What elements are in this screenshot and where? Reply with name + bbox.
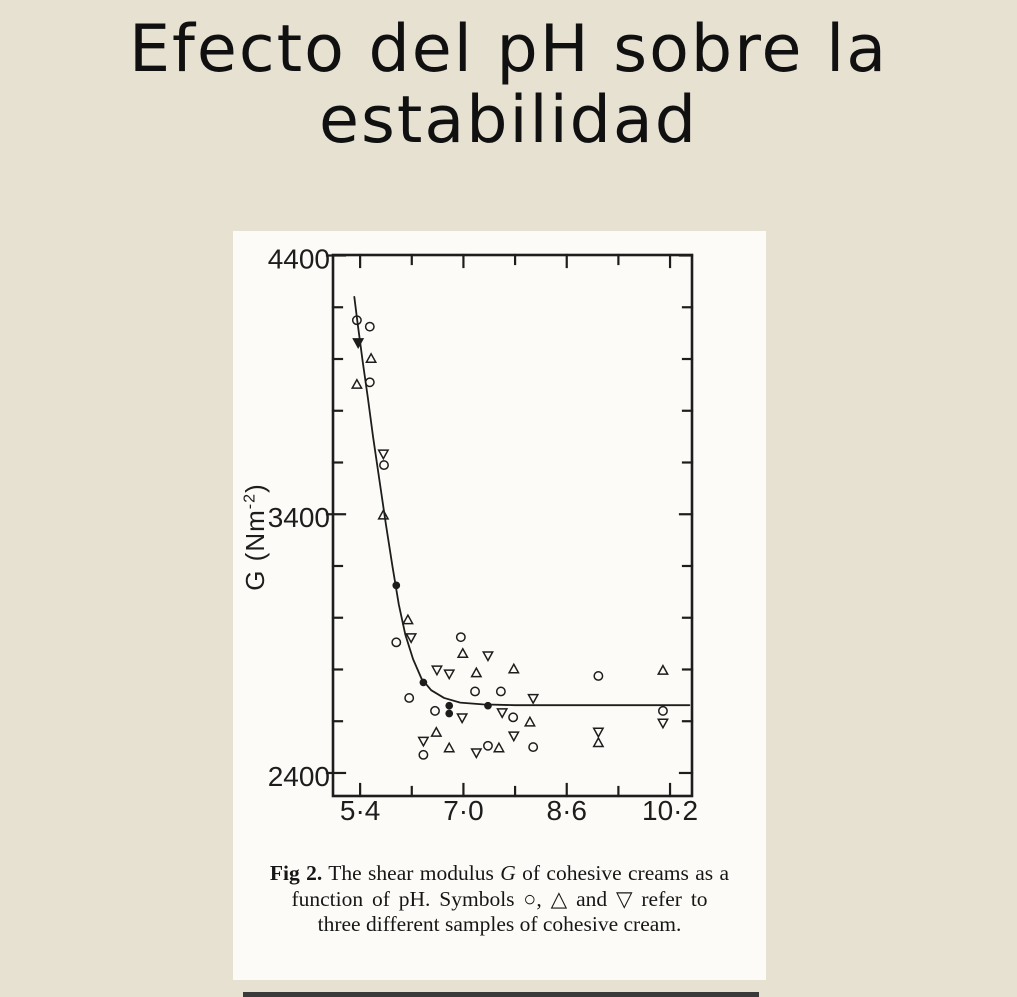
marker-circle bbox=[455, 632, 466, 643]
axis-tick-label: 7·0 bbox=[443, 795, 483, 826]
marker-triangle-down bbox=[352, 338, 365, 349]
slide-title-line2: estabilidad bbox=[319, 83, 698, 158]
figure-caption: Fig 2. The shear modulus G of cohesive c… bbox=[239, 861, 760, 938]
marker-triangle-up bbox=[656, 664, 669, 675]
marker-circle bbox=[483, 740, 493, 751]
cropped-next-element-band bbox=[243, 992, 759, 997]
marker-triangle-down bbox=[496, 708, 509, 719]
marker-circle bbox=[404, 692, 415, 703]
marker-circle bbox=[470, 686, 481, 697]
plot-canvas: 5·4 7·0 8·6 10·2 4400 3400 2400 bbox=[268, 244, 698, 826]
axis-tick-label: 5·4 bbox=[340, 795, 380, 826]
marker-triangle-down bbox=[592, 727, 605, 739]
marker-circle bbox=[495, 686, 506, 697]
marker-circle bbox=[391, 637, 402, 648]
marker-triangle-up bbox=[365, 352, 378, 364]
marker-triangle-up bbox=[470, 666, 483, 678]
marker-triangle-up bbox=[492, 741, 505, 753]
caption-line1-text-a: The shear modulus bbox=[322, 861, 501, 885]
y-axis-title-prefix: G (Nm bbox=[240, 509, 270, 591]
y-axis-title-sup: -2 bbox=[240, 492, 259, 510]
axis-tick-label: 10·2 bbox=[642, 795, 698, 826]
marker-dot bbox=[445, 709, 454, 718]
marker-triangle-down bbox=[417, 736, 430, 748]
marker-triangle-down bbox=[443, 669, 456, 681]
caption-line-3: three different samples of cohesive crea… bbox=[317, 912, 682, 936]
marker-triangle-up bbox=[507, 662, 520, 674]
marker-triangle-down bbox=[656, 718, 669, 730]
axis-tick-label: 4400 bbox=[268, 244, 330, 275]
marker-triangle-down bbox=[481, 651, 494, 663]
caption-line-2: function of pH. Symbols ○, △ and ▽ refer… bbox=[291, 886, 708, 911]
marker-triangle-down bbox=[507, 731, 520, 743]
marker-dot bbox=[392, 581, 401, 590]
marker-triangle-down bbox=[456, 713, 469, 725]
marker-dot bbox=[445, 701, 454, 710]
marker-triangle-up bbox=[523, 715, 536, 727]
marker-circle bbox=[364, 377, 375, 388]
slide-title: Efecto del pH sobre la estabilidad bbox=[0, 14, 1017, 156]
marker-dot bbox=[419, 678, 428, 687]
marker-circle bbox=[593, 671, 604, 681]
y-axis-title: G (Nm-2) bbox=[240, 437, 276, 637]
marker-circle bbox=[351, 315, 362, 326]
marker-triangle-up bbox=[592, 736, 605, 748]
marker-circle bbox=[508, 712, 519, 723]
marker-circle bbox=[657, 705, 668, 716]
marker-circle bbox=[418, 749, 429, 760]
axis-tick-label: 3400 bbox=[268, 502, 330, 533]
axis-tick-label: 2400 bbox=[268, 761, 330, 792]
y-axis-title-suffix: ) bbox=[240, 483, 270, 493]
fitted-curve bbox=[353, 296, 691, 707]
marker-triangle-up bbox=[350, 378, 363, 389]
marker-dot bbox=[484, 701, 492, 710]
marker-circle bbox=[364, 321, 375, 332]
marker-circle bbox=[430, 705, 440, 716]
marker-triangle-down bbox=[377, 449, 390, 461]
slide-title-line1: Efecto del pH sobre la bbox=[128, 12, 889, 87]
caption-line1-text-b: of cohesive creams as a bbox=[515, 861, 730, 885]
marker-triangle-up bbox=[443, 741, 456, 753]
marker-triangle-down bbox=[527, 693, 540, 705]
marker-triangle-down bbox=[470, 748, 483, 760]
caption-fig-label: Fig 2. bbox=[269, 861, 323, 885]
axis-tick-label: 8·6 bbox=[547, 795, 587, 826]
caption-line-1: Fig 2. The shear modulus G of cohesive c… bbox=[239, 861, 760, 887]
marker-triangle-down bbox=[430, 665, 443, 677]
marker-circle bbox=[379, 460, 389, 471]
plot-frame bbox=[331, 253, 694, 798]
caption-line1-italic-g: G bbox=[500, 861, 516, 885]
marker-triangle-up bbox=[430, 726, 443, 737]
marker-triangle-up bbox=[377, 508, 390, 520]
marker-triangle-up bbox=[456, 647, 469, 659]
marker-triangle-up bbox=[401, 613, 414, 625]
marker-circle bbox=[528, 742, 539, 753]
marker-triangle-down bbox=[405, 633, 418, 644]
